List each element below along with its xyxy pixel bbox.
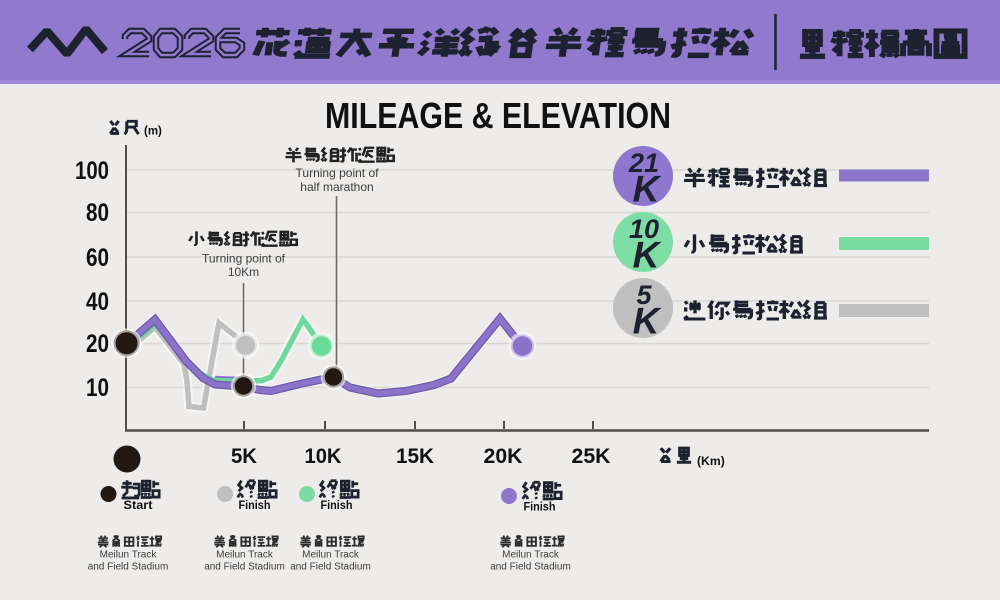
svg-text:MILEAGE & ELEVATION: MILEAGE & ELEVATION bbox=[325, 95, 671, 136]
svg-text:Turning point of: Turning point of bbox=[202, 252, 286, 266]
svg-text:Finish: Finish bbox=[239, 498, 271, 512]
svg-text:and Field Stadium: and Field Stadium bbox=[490, 562, 571, 573]
svg-text:5K: 5K bbox=[231, 445, 257, 468]
svg-text:K: K bbox=[633, 235, 662, 276]
svg-text:10K: 10K bbox=[305, 445, 342, 468]
svg-text:25K: 25K bbox=[572, 445, 611, 468]
svg-text:K: K bbox=[633, 169, 662, 210]
svg-text:Meilun Track: Meilun Track bbox=[502, 550, 560, 561]
svg-text:and Field Stadium: and Field Stadium bbox=[290, 562, 371, 573]
svg-text:K: K bbox=[633, 301, 662, 342]
svg-text:60: 60 bbox=[86, 244, 109, 272]
svg-text:10Km: 10Km bbox=[228, 265, 259, 279]
svg-text:Meilun Track: Meilun Track bbox=[216, 550, 274, 561]
svg-text:Finish: Finish bbox=[321, 498, 353, 512]
svg-text:15K: 15K bbox=[396, 445, 434, 468]
svg-text:21: 21 bbox=[628, 148, 659, 178]
svg-text:Turning point of: Turning point of bbox=[296, 166, 380, 180]
svg-text:40: 40 bbox=[86, 288, 109, 316]
svg-text:80: 80 bbox=[86, 199, 109, 227]
svg-text:10: 10 bbox=[86, 374, 109, 402]
svg-text:20K: 20K bbox=[484, 445, 523, 468]
svg-text:Start: Start bbox=[124, 498, 153, 512]
svg-text:Meilun Track: Meilun Track bbox=[302, 550, 360, 561]
svg-text:(m): (m) bbox=[144, 126, 162, 138]
svg-text:and Field Stadium: and Field Stadium bbox=[204, 562, 285, 573]
svg-text:half marathon: half marathon bbox=[300, 180, 373, 194]
svg-text:Finish: Finish bbox=[524, 500, 556, 514]
svg-text:10: 10 bbox=[629, 214, 659, 244]
svg-text:5: 5 bbox=[636, 280, 652, 310]
svg-text:Meilun Track: Meilun Track bbox=[100, 550, 158, 561]
svg-text:(Km): (Km) bbox=[697, 454, 725, 468]
svg-text:100: 100 bbox=[75, 157, 109, 185]
svg-text:and Field Stadium: and Field Stadium bbox=[88, 562, 169, 573]
svg-text:20: 20 bbox=[86, 330, 109, 358]
